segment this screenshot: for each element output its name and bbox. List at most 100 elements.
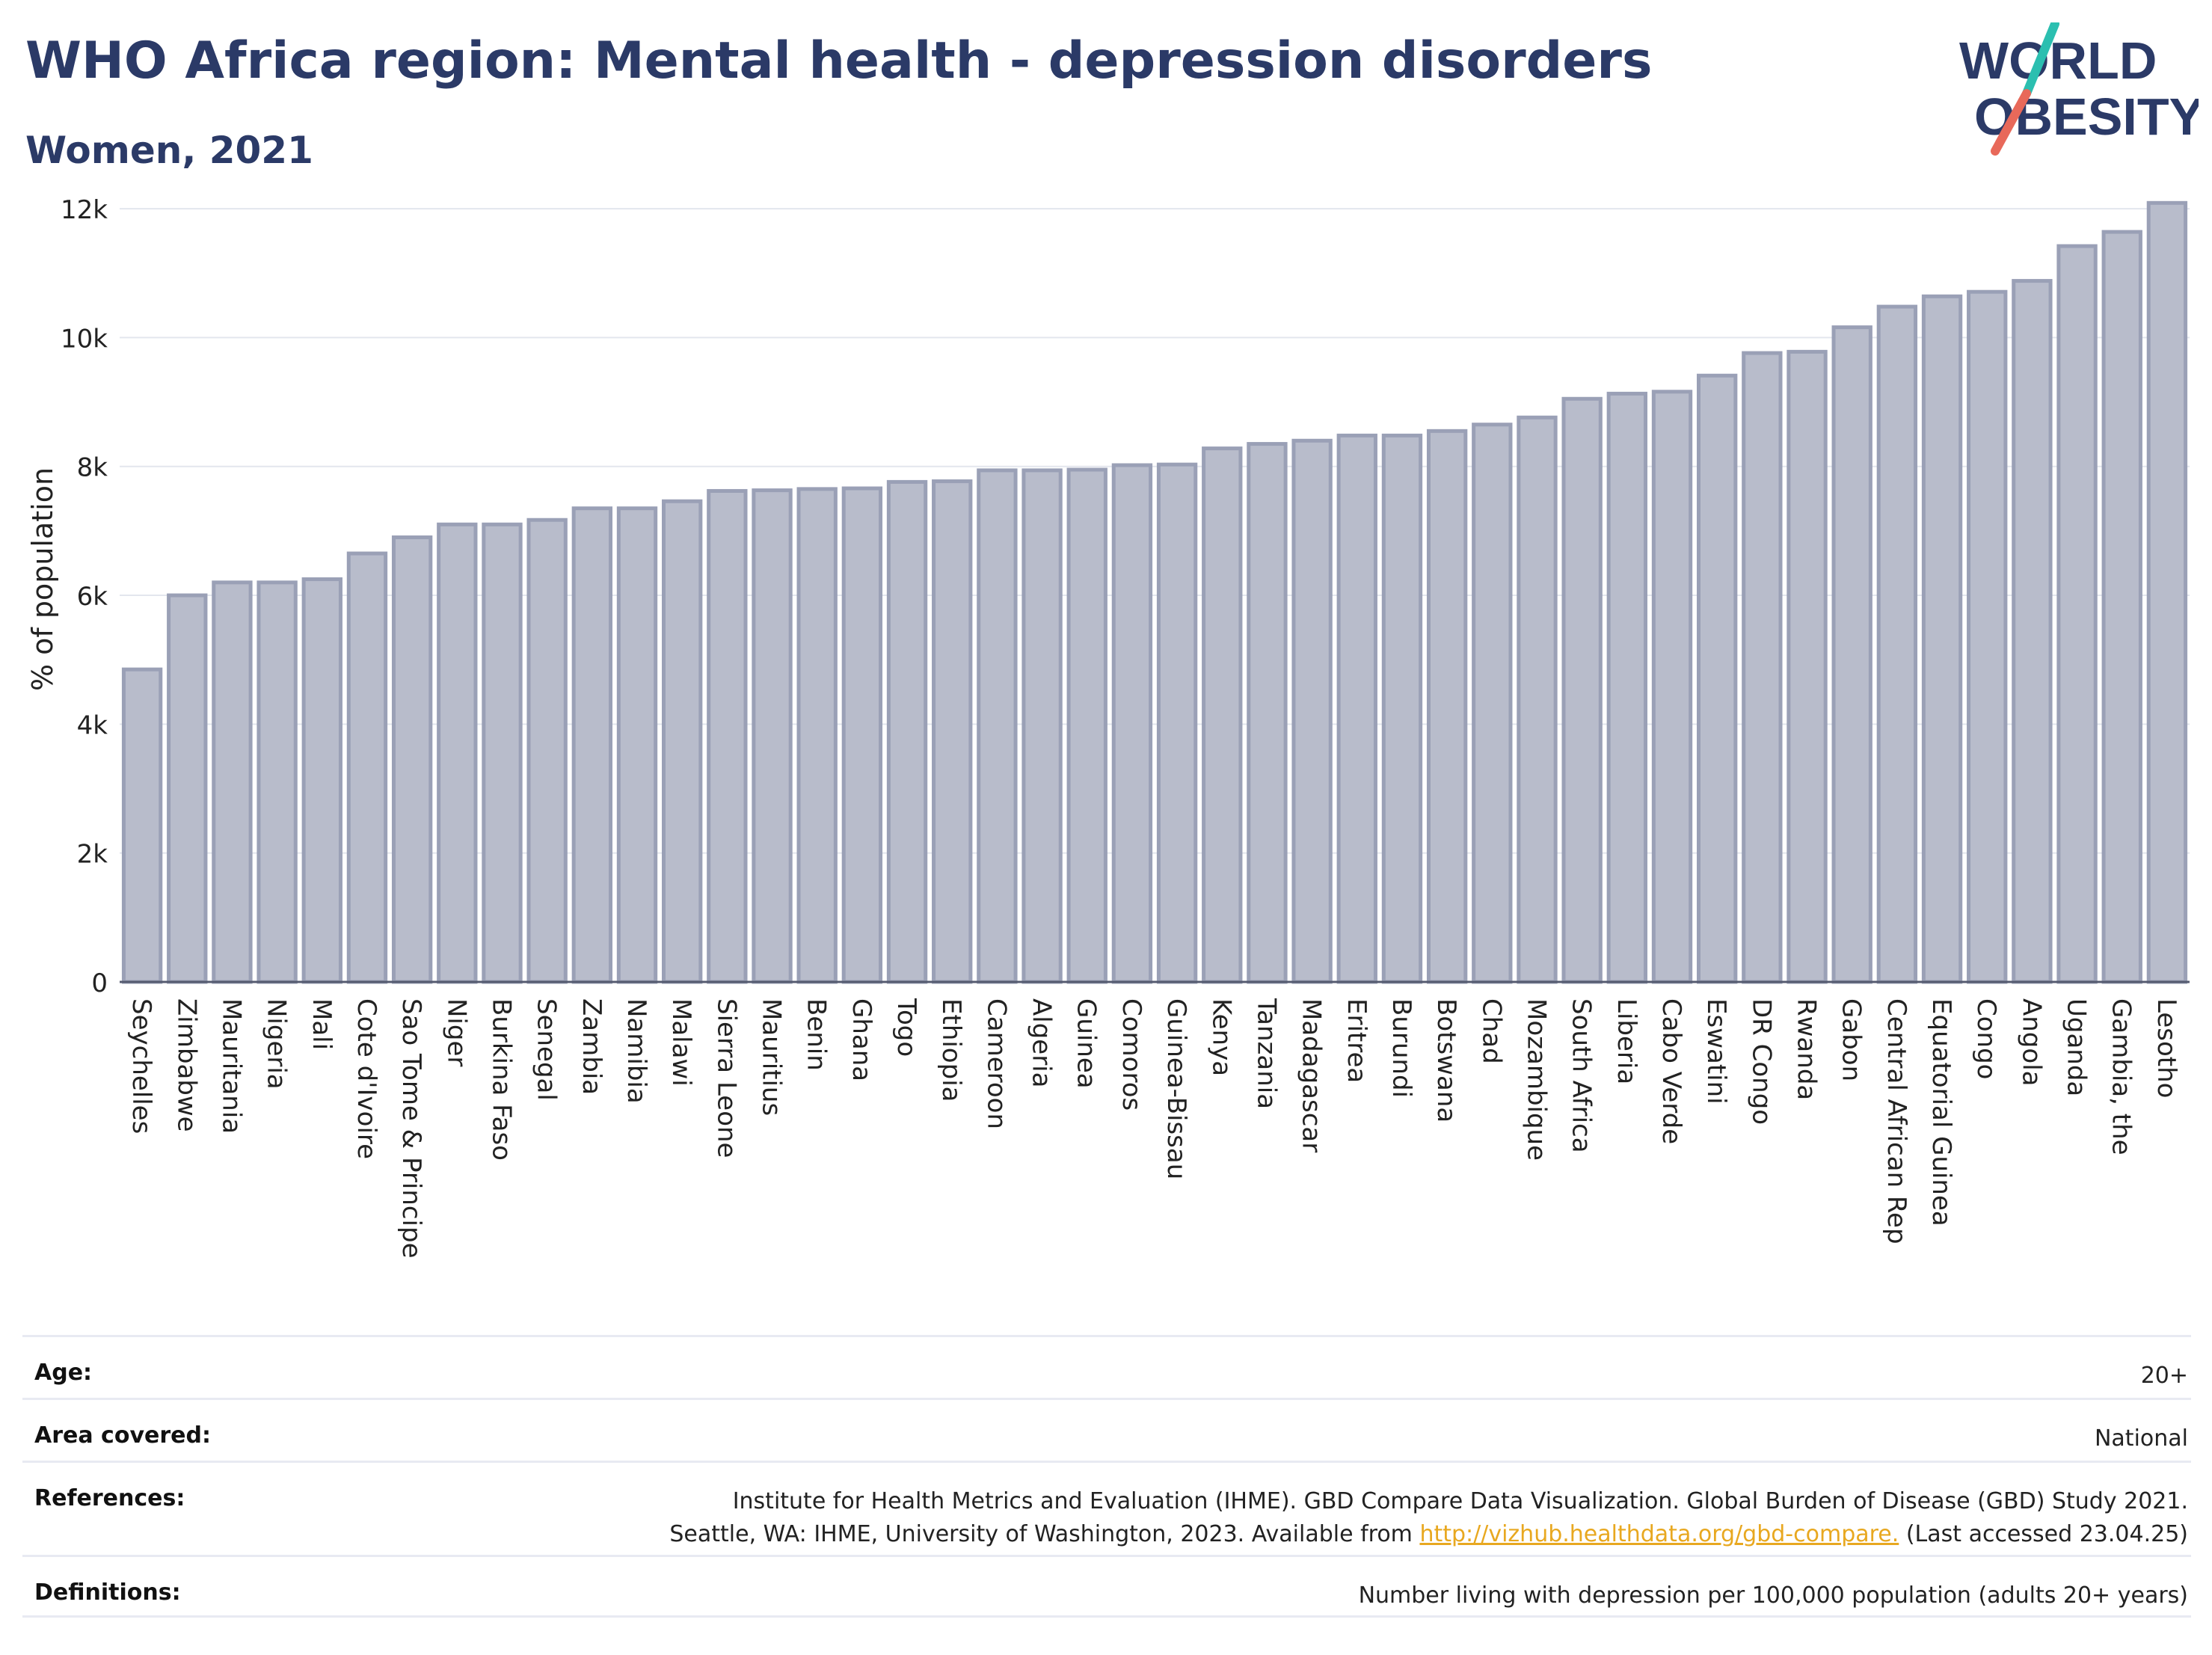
bar-chad[interactable] <box>1472 423 1513 984</box>
x-tick-label: Botswana <box>1431 998 1461 1123</box>
bar-gabon[interactable] <box>1831 325 1872 984</box>
bar-benin[interactable] <box>796 487 838 984</box>
y-tick-label: 6k <box>77 582 108 612</box>
bar-mauritius[interactable] <box>752 488 793 984</box>
x-tick-label: Madagascar <box>1297 998 1327 1152</box>
bar-cameroon[interactable] <box>977 468 1018 984</box>
bar-ethiopia[interactable] <box>932 479 973 984</box>
bar-namibia[interactable] <box>616 506 658 984</box>
x-tick-label: Mozambique <box>1521 998 1551 1161</box>
x-tick-label: Liberia <box>1612 998 1641 1084</box>
bar-malawi[interactable] <box>662 499 703 984</box>
x-tick-label: Malawi <box>666 998 696 1087</box>
bar-eritrea[interactable] <box>1336 433 1377 984</box>
chart-title: WHO Africa region: Mental health - depre… <box>25 31 1653 90</box>
x-tick-label: Gabon <box>1837 998 1867 1081</box>
bar-congo[interactable] <box>1967 289 2008 984</box>
bar-mali[interactable] <box>301 577 342 984</box>
y-tick-label: 8k <box>77 453 108 483</box>
bar-botswana[interactable] <box>1426 429 1468 984</box>
x-tick-label: Eritrea <box>1342 998 1371 1083</box>
x-tick-label: Burundi <box>1386 998 1416 1098</box>
y-axis-label: % of population <box>26 467 59 691</box>
bar-ghana[interactable] <box>841 486 883 984</box>
x-tick-label: Angola <box>2016 998 2046 1086</box>
references-line2-post: (Last accessed 23.04.25) <box>1899 1521 2188 1547</box>
bar-dr-congo[interactable] <box>1742 351 1783 984</box>
x-tick-label: Sierra Leone <box>711 998 741 1158</box>
bar-zambia[interactable] <box>571 506 612 984</box>
age-label: Age: <box>34 1360 93 1386</box>
logo-slash-top <box>2022 22 2059 98</box>
x-tick-label: Zambia <box>577 998 606 1095</box>
meta-row-area: Area covered: National <box>22 1398 2191 1461</box>
bar-kenya[interactable] <box>1202 446 1243 984</box>
x-tick-label: Sao Tome & Principe <box>396 998 426 1259</box>
bar-nigeria[interactable] <box>256 580 298 984</box>
x-tick-label: Cameroon <box>981 998 1011 1129</box>
bar-chart: 0 2k 4k 6k 8k 10k 12k % of population Seychelles… <box>26 195 2190 1259</box>
x-tick-label: Mauritius <box>757 998 787 1116</box>
x-tick-label: Seychelles <box>126 998 156 1134</box>
bar-angola[interactable] <box>2012 279 2053 984</box>
bar-seychelles[interactable] <box>121 667 163 984</box>
bar-gambia-the[interactable] <box>2101 230 2142 984</box>
bar-madagascar[interactable] <box>1291 438 1333 984</box>
x-tick-label: Congo <box>1971 998 2001 1079</box>
bar-central-african-rep[interactable] <box>1876 304 1918 984</box>
bar-liberia[interactable] <box>1606 391 1647 984</box>
metadata-table: Age: 20+ Area covered: National Referenc… <box>22 1335 2191 1618</box>
references-link[interactable]: http://vizhub.healthdata.org/gbd-compare… <box>1419 1521 1899 1547</box>
bar-south-africa[interactable] <box>1561 396 1603 984</box>
x-tick-label: Ghana <box>847 998 876 1081</box>
bar-burkina-faso[interactable] <box>482 522 523 984</box>
bar-rwanda[interactable] <box>1787 349 1828 984</box>
y-tick-label: 12k <box>61 195 108 225</box>
x-tick-label: Comoros <box>1116 998 1146 1111</box>
x-tick-label: Guinea-Bissau <box>1161 998 1191 1179</box>
bar-burundi[interactable] <box>1381 433 1423 984</box>
bar-equatorial-guinea[interactable] <box>1921 294 1963 984</box>
x-tick-label: Chad <box>1476 998 1506 1064</box>
bar-cote-d-ivoire[interactable] <box>346 551 388 984</box>
references-line1: Institute for Health Metrics and Evaluat… <box>732 1488 2188 1514</box>
x-tick-label: Equatorial Guinea <box>1926 998 1956 1226</box>
bar-eswatini[interactable] <box>1697 373 1738 984</box>
bar-niger[interactable] <box>437 522 478 984</box>
references-label: References: <box>34 1485 185 1511</box>
bar-uganda[interactable] <box>2056 244 2098 984</box>
x-tick-label: Burkina Faso <box>486 998 516 1161</box>
bar-lesotho[interactable] <box>2146 200 2188 984</box>
x-tick-label: Namibia <box>621 998 651 1104</box>
references-line2-pre: Seattle, WA: IHME, University of Washing… <box>669 1521 1420 1547</box>
bar-sao-tome-principe[interactable] <box>391 535 433 984</box>
bar-cabo-verde[interactable] <box>1651 390 1693 984</box>
bar-guinea[interactable] <box>1066 467 1107 984</box>
x-tick-label: Kenya <box>1206 998 1236 1076</box>
bar-togo[interactable] <box>886 479 928 984</box>
chart-subtitle: Women, 2021 <box>25 129 313 172</box>
bar-sierra-leone[interactable] <box>707 488 748 984</box>
meta-row-age: Age: 20+ <box>22 1335 2191 1398</box>
x-tick-label: Mali <box>307 998 337 1050</box>
area-label: Area covered: <box>34 1422 211 1449</box>
bar-comoros[interactable] <box>1111 463 1153 984</box>
y-tick-label: 2k <box>77 840 108 870</box>
bar-mozambique[interactable] <box>1517 415 1558 984</box>
bar-zimbabwe[interactable] <box>167 593 208 984</box>
bar-algeria[interactable] <box>1021 468 1063 984</box>
bar-guinea-bissau[interactable] <box>1156 462 1198 984</box>
y-tick-label: 0 <box>91 968 108 998</box>
x-tick-label: Cote d'Ivoire <box>351 998 381 1159</box>
bar-senegal[interactable] <box>526 518 568 984</box>
y-tick-label: 4k <box>77 710 108 740</box>
x-tick-label: Senegal <box>532 998 562 1101</box>
age-value: 20+ <box>2140 1363 2188 1389</box>
bar-mauritania[interactable] <box>212 580 253 984</box>
x-tick-label: Togo <box>891 998 921 1057</box>
world-obesity-logo: WORLD OBESITY <box>1959 22 2199 156</box>
x-tick-label: Algeria <box>1027 998 1057 1087</box>
references-value: Institute for Health Metrics and Evaluat… <box>669 1485 2188 1551</box>
bar-tanzania[interactable] <box>1247 442 1288 984</box>
logo-text-world: WORLD <box>1959 31 2157 90</box>
